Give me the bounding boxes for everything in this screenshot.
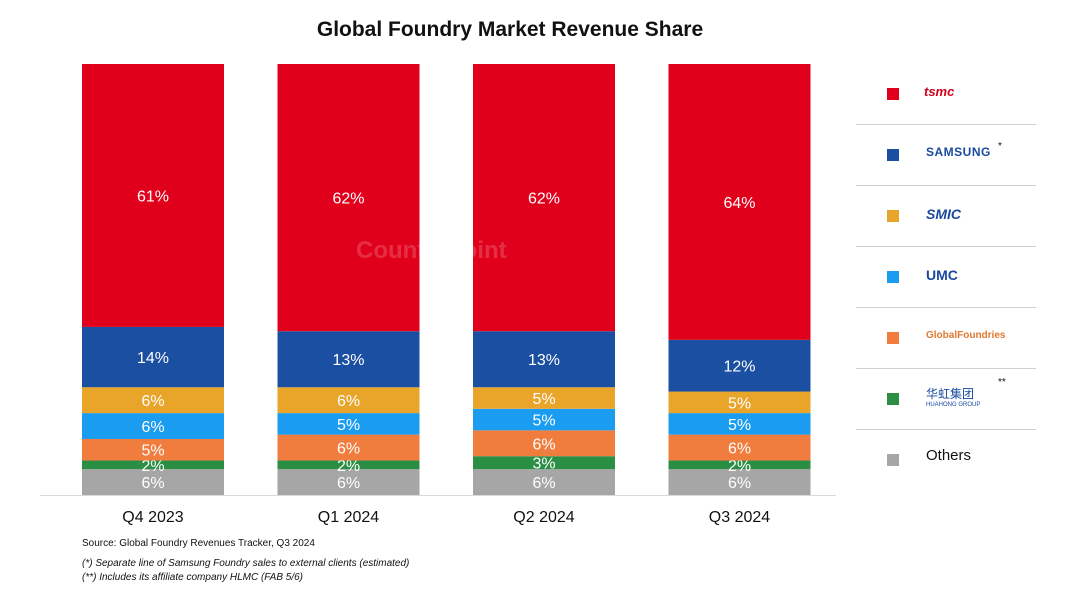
data-label: 12% xyxy=(723,359,755,376)
x-tick-label: Q2 2024 xyxy=(513,509,574,526)
bar-segment xyxy=(668,434,811,461)
bar-segment xyxy=(668,339,811,392)
data-label: 6% xyxy=(532,475,555,492)
bar-segment xyxy=(668,413,811,435)
data-label: 6% xyxy=(728,441,751,458)
bar-segment xyxy=(473,387,615,409)
legend-item-umc: UMC xyxy=(856,247,1036,308)
data-label: 6% xyxy=(141,419,164,436)
bar-segment xyxy=(277,434,420,461)
source-note: Source: Global Foundry Revenues Tracker,… xyxy=(82,538,315,549)
bar-segment xyxy=(668,469,811,495)
data-label: 2% xyxy=(337,458,360,475)
bar-segment xyxy=(668,64,811,340)
data-label: 6% xyxy=(728,475,751,492)
huahong-footnote-mark: ** xyxy=(998,377,1006,388)
globalfoundries-logo: GlobalFoundries xyxy=(926,330,1006,341)
huahong-logo: 华虹集团 xyxy=(926,387,975,401)
legend-item-globalfoundries: GlobalFoundries xyxy=(856,308,1036,369)
chart-title: Global Foundry Market Revenue Share xyxy=(316,18,704,41)
bar-segment xyxy=(277,460,420,470)
data-label: 5% xyxy=(728,417,751,434)
data-label: 62% xyxy=(332,191,364,208)
legend-swatch-others xyxy=(887,454,899,466)
bar-segment xyxy=(277,331,420,388)
data-label: 5% xyxy=(337,417,360,434)
data-label: 6% xyxy=(337,475,360,492)
samsung-logo: SAMSUNG xyxy=(926,145,991,159)
footnote-huahong: (**) Includes its affiliate company HLMC… xyxy=(82,572,304,583)
bar-segment xyxy=(277,387,420,414)
data-label: 6% xyxy=(337,393,360,410)
legend-swatch-umc xyxy=(887,271,899,283)
data-label: 13% xyxy=(332,352,364,369)
legend-swatch-huahong xyxy=(887,393,899,405)
legend-swatch-globalfoundries xyxy=(887,332,899,344)
huahong-logo-subtext: HUAHONG GROUP xyxy=(926,402,981,408)
stacked-bar-chart: 6%2%5%6%6%14%61%Q4 20236%2%6%5%6%13%62%Q… xyxy=(40,64,836,526)
data-label: 5% xyxy=(532,413,555,430)
data-label: 61% xyxy=(137,188,169,205)
data-label: 6% xyxy=(141,393,164,410)
data-label: 13% xyxy=(528,352,560,369)
legend-item-smic: SMIC xyxy=(856,186,1036,247)
bar-segment xyxy=(473,64,615,332)
legend-swatch-smic xyxy=(887,210,899,222)
data-label: 5% xyxy=(728,395,751,412)
data-label: 3% xyxy=(532,456,555,473)
data-label: 5% xyxy=(532,391,555,408)
bar-segment xyxy=(82,326,224,388)
samsung-footnote-mark: * xyxy=(998,141,1002,152)
data-label: 5% xyxy=(141,443,164,460)
x-tick-label: Q1 2024 xyxy=(318,509,379,526)
bar-segment xyxy=(473,408,615,431)
x-tick-label: Q4 2023 xyxy=(122,509,183,526)
bar-segment xyxy=(473,456,615,470)
bar-segment xyxy=(82,413,224,439)
tsmc-logo: tsmc xyxy=(924,84,955,99)
data-label: 6% xyxy=(337,441,360,458)
bar-segment xyxy=(668,460,811,470)
data-label: 6% xyxy=(141,475,164,492)
bar-segment xyxy=(82,64,224,327)
legend-swatch-tsmc xyxy=(887,88,899,100)
data-label: 2% xyxy=(141,458,164,475)
data-label: 62% xyxy=(528,191,560,208)
legend-item-others: Others xyxy=(856,430,1036,490)
umc-logo: UMC xyxy=(926,267,958,283)
legend-item-huahong: 华虹集团 HUAHONG GROUP ** xyxy=(856,369,1036,430)
bar-segment xyxy=(277,413,420,435)
legend: tsmc SAMSUNG * SMIC UMC GlobalFoundries … xyxy=(856,64,1036,490)
bar-segment xyxy=(82,387,224,414)
legend-swatch-samsung xyxy=(887,149,899,161)
bar-segment xyxy=(473,430,615,457)
bar-segment xyxy=(82,438,224,461)
bar-segment xyxy=(473,331,615,388)
legend-item-samsung: SAMSUNG * xyxy=(856,125,1036,186)
bar-segment xyxy=(473,469,615,495)
x-tick-label: Q3 2024 xyxy=(709,509,770,526)
bar-segment xyxy=(668,391,811,414)
footnote-samsung: (*) Separate line of Samsung Foundry sal… xyxy=(82,558,410,569)
bar-segment xyxy=(277,469,420,495)
data-label: 6% xyxy=(532,436,555,453)
bar-segment xyxy=(277,64,420,332)
bar-segment xyxy=(82,469,224,495)
smic-logo: SMIC xyxy=(926,206,961,222)
legend-label-others: Others xyxy=(926,447,972,464)
data-label: 2% xyxy=(728,458,751,475)
watermark-text: Counterpoint xyxy=(356,237,507,264)
bar-segment xyxy=(82,460,224,470)
data-label: 14% xyxy=(137,350,169,367)
legend-item-tsmc: tsmc xyxy=(856,64,1036,125)
data-label: 64% xyxy=(723,195,755,212)
